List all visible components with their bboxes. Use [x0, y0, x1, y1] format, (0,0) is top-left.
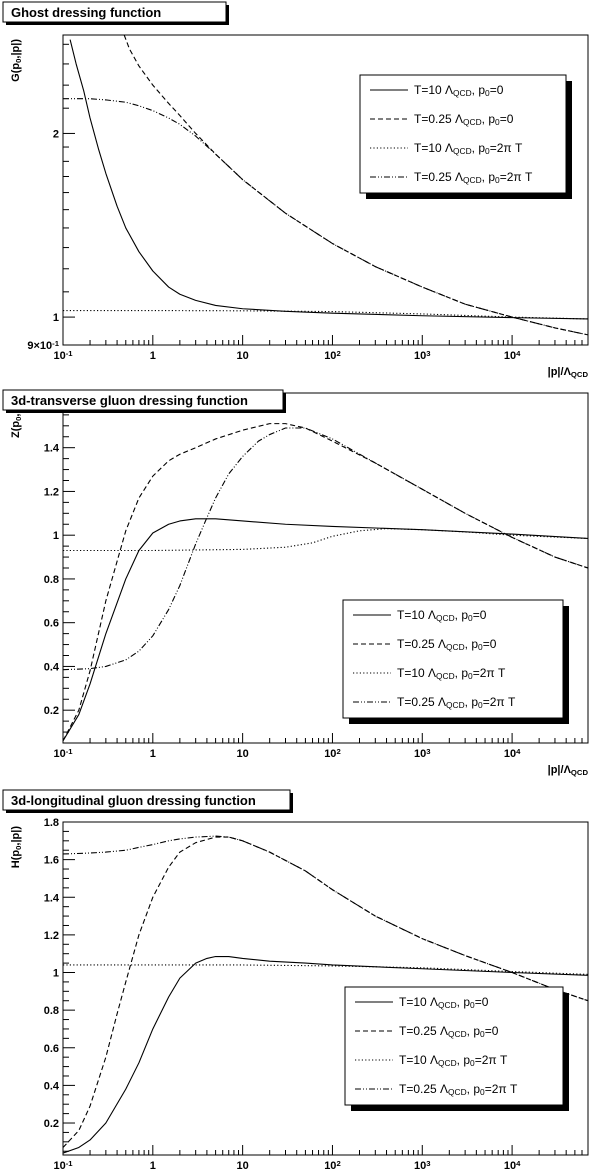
legend-entry-3: T=10 ΛQCD, p0=2π T: [414, 141, 523, 156]
series-group: [63, 835, 588, 1154]
y-axis: 0.20.40.60.811.21.41.6Z(p0,|p|): [10, 392, 75, 744]
legend: T=10 ΛQCD, p0=0 T=0.25 ΛQCD, p0=0 T=10 ΛQC…: [359, 74, 572, 199]
x-axis: 10-1 1 10 102 103 104 |p|/ΛQCD: [53, 335, 589, 379]
y-tick-label: 0.4: [44, 1080, 60, 1092]
x-axis-label: |p|/ΛQCD: [548, 764, 589, 777]
x-tick-label: 10-1: [53, 1159, 73, 1172]
series-group: [63, 35, 588, 336]
y-tick-label: 1.6: [44, 855, 59, 867]
series-line-3: [63, 528, 588, 552]
x-tick-label: 103: [414, 349, 431, 362]
y-tick-label: 0.8: [44, 574, 59, 586]
legend-entry-2: T=0.25 ΛQCD, p0=0: [399, 1024, 499, 1039]
series-line-2: [63, 836, 588, 1148]
x-tick-label: 10-1: [53, 349, 73, 362]
x-tick-label: 103: [414, 1159, 431, 1172]
chart-panel-2: 10-1 1 10 102 103 104 |p|/ΛQCD 0.2 0.4 0.6 0.8 1 1.2…: [2, 389, 589, 777]
legend-entry-2: T=0.25 ΛQCD, p0=0: [397, 637, 497, 652]
x-tick-label: 1: [150, 350, 156, 362]
legend-entry-3: T=10 ΛQCD, p0=2π T: [397, 666, 506, 681]
series-line-1: [63, 518, 588, 742]
y-tick-label: 1.4: [44, 443, 60, 455]
y-tick-label: 1: [53, 312, 59, 324]
chart-title: 3d-transverse gluon dressing function: [11, 393, 248, 408]
y-tick-label: 0.4: [44, 661, 60, 673]
y-tick-label: 1.2: [44, 486, 59, 498]
y-tick-label: 2: [53, 128, 59, 140]
chart-panel-3: 10-1110102103104|p|/ΛQCD0.20.40.60.811.2…: [2, 789, 589, 1172]
legend-box: [359, 74, 567, 194]
y-tick-label: 0.2: [44, 1118, 59, 1130]
legend-entry-4: T=0.25 ΛQCD, p0=2π T: [399, 1082, 518, 1097]
x-tick-label: 102: [324, 747, 341, 760]
x-tick-label: 10-1: [53, 747, 73, 760]
x-tick-label: 1: [150, 748, 156, 760]
title-box: [2, 1, 227, 23]
title-box: [2, 789, 291, 811]
x-tick-label: 10: [237, 1160, 249, 1172]
legend-entry-1: T=10 ΛQCD, p0=0: [397, 608, 487, 623]
series-line-2: [63, 423, 588, 742]
chart-panel-1: 10-1 1 10 102 103 104 |p|/ΛQCD 9×10-1 1 2 G(p0,|p|…: [2, 1, 589, 379]
x-tick-label: 102: [324, 1159, 341, 1172]
series-line-2: [123, 35, 588, 336]
chart-title: Ghost dressing function: [11, 5, 161, 20]
legend-entry-4: T=0.25 ΛQCD, p0=2π T: [414, 170, 533, 185]
legend: T=10 ΛQCD, p0=0 T=0.25 ΛQCD, p0=0 T=10 ΛQC…: [342, 599, 569, 724]
y-tick-label: 0.8: [44, 1005, 59, 1017]
series-line-1: [63, 955, 588, 1154]
legend-entry-1: T=10 ΛQCD, p0=0: [414, 83, 504, 98]
y-tick-label: 0.6: [44, 618, 59, 630]
series-line-4: [63, 835, 588, 1002]
x-tick-label: 102: [324, 349, 341, 362]
legend-box: [344, 986, 564, 1106]
title-box: [2, 389, 284, 411]
y-tick-label: 9×10-1: [27, 339, 59, 352]
y-tick-label: 1: [53, 968, 59, 980]
series-group: [63, 423, 588, 742]
y-axis: 0.2 0.4 0.6 0.8 1 1.2 1.4 1.6 1.8 H(p0,|p|): [10, 817, 75, 1152]
legend-entry-2: T=0.25 ΛQCD, p0=0: [414, 112, 514, 127]
legend-box: [342, 599, 564, 719]
series-line-3: [63, 309, 588, 320]
x-tick-label: 10: [237, 350, 249, 362]
x-tick-label: 104: [504, 747, 521, 760]
x-tick-label: 103: [414, 747, 431, 760]
x-axis: 10-1 1 10 102 103 104 |p|/ΛQCD: [53, 733, 589, 777]
x-axis-label: |p|/ΛQCD: [548, 366, 589, 379]
series-line-3: [63, 964, 588, 975]
legend-entry-3: T=10 ΛQCD, p0=2π T: [399, 1053, 508, 1068]
plot-frame: [62, 821, 589, 1156]
y-tick-label: 1.4: [44, 892, 60, 904]
series-line-1: [69, 39, 588, 320]
x-tick-label: 104: [504, 349, 521, 362]
x-tick-label: 10: [237, 748, 249, 760]
legend-entry-4: T=0.25 ΛQCD, p0=2π T: [397, 695, 516, 710]
y-tick-label: 1.8: [44, 817, 59, 829]
y-tick-label: 0.2: [44, 705, 59, 717]
y-tick-label: 1: [53, 530, 59, 542]
plot-frame: [62, 34, 589, 346]
y-axis: 9×10-1 1 2 G(p0,|p|): [10, 39, 75, 352]
y-axis-label: H(p0,|p|): [10, 826, 23, 869]
series-line-4: [63, 98, 588, 336]
y-tick-label: 0.6: [44, 1043, 59, 1055]
legend-entry-1: T=10 ΛQCD, p0=0: [399, 995, 489, 1010]
legend: T=10 ΛQCD, p0=0 T=0.25 ΛQCD, p0=0 T=10 ΛQC…: [344, 986, 569, 1111]
x-tick-label: 104: [504, 1159, 521, 1172]
chart-title: 3d-longitudinal gluon dressing function: [11, 793, 256, 808]
y-axis-label: G(p0,|p|): [10, 39, 23, 82]
y-tick-label: 1.2: [44, 930, 59, 942]
x-tick-label: 1: [150, 1160, 156, 1172]
